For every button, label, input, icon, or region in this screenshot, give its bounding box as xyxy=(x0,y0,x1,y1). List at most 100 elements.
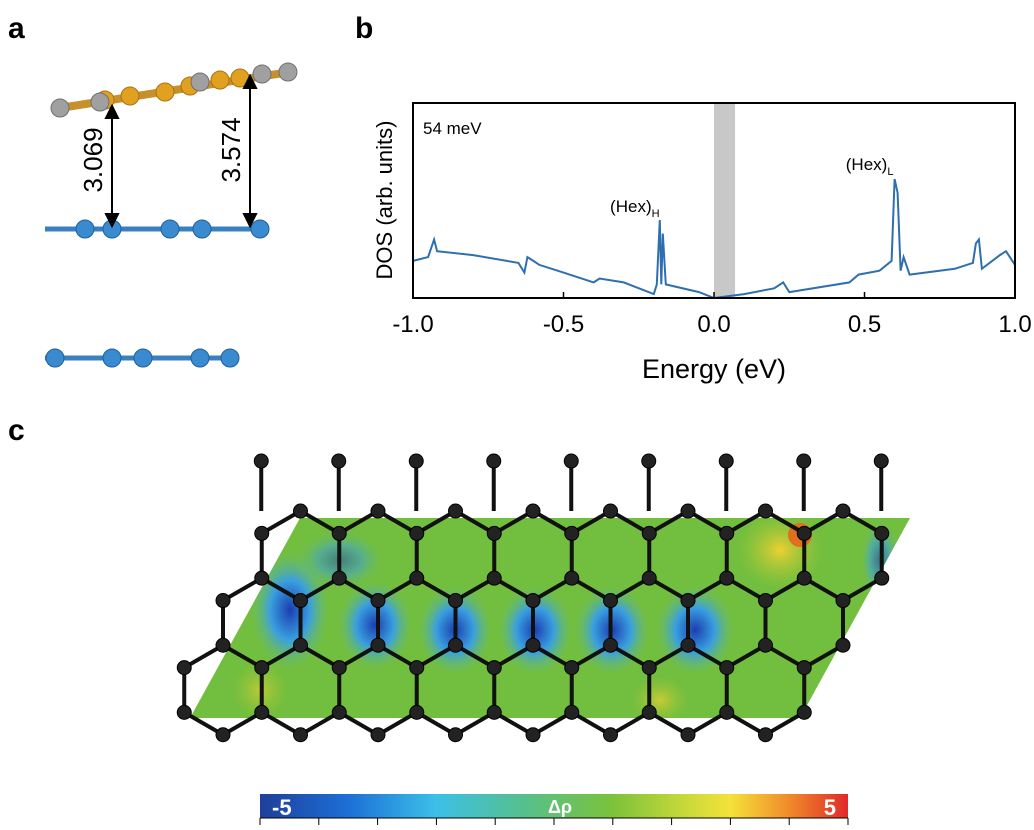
atom xyxy=(409,454,423,468)
atom xyxy=(449,594,463,608)
atom xyxy=(216,594,230,608)
atom xyxy=(177,705,191,719)
atom xyxy=(294,638,308,652)
atom xyxy=(564,454,578,468)
atom xyxy=(720,705,734,719)
atom xyxy=(681,638,695,652)
atom xyxy=(177,661,191,675)
atom xyxy=(720,661,734,675)
atom xyxy=(604,594,618,608)
peak-text: (Hex) xyxy=(846,155,888,174)
atom xyxy=(487,454,501,468)
atom xyxy=(449,504,463,518)
atom xyxy=(797,526,811,540)
x-tick-label: -0.5 xyxy=(543,311,584,338)
atom xyxy=(294,594,308,608)
atom xyxy=(410,571,424,585)
atom xyxy=(487,705,501,719)
x-tick-label: 0.5 xyxy=(848,311,881,338)
atom xyxy=(719,454,733,468)
atom xyxy=(526,728,540,742)
atom xyxy=(526,638,540,652)
atom xyxy=(759,638,773,652)
atom xyxy=(294,728,308,742)
peak-label: (Hex)L xyxy=(846,155,894,178)
atom xyxy=(255,526,269,540)
atom xyxy=(526,594,540,608)
colorbar-max: 5 xyxy=(824,795,836,820)
atom xyxy=(836,638,850,652)
y-axis-label: DOS (arb. units) xyxy=(372,121,397,280)
colorbar-min: -5 xyxy=(272,795,292,820)
atom xyxy=(410,661,424,675)
atom xyxy=(604,504,618,518)
colorbar: -5 Δρ 5 xyxy=(260,794,848,825)
atom xyxy=(720,526,734,540)
atom xyxy=(759,594,773,608)
atom xyxy=(487,526,501,540)
panel-label: a xyxy=(8,12,25,45)
atom xyxy=(875,526,889,540)
atom xyxy=(449,638,463,652)
atom xyxy=(332,454,346,468)
atom xyxy=(681,594,695,608)
x-tick-label: -1.0 xyxy=(392,311,433,338)
atom xyxy=(642,571,656,585)
atom xyxy=(371,504,385,518)
peak-text: (Hex) xyxy=(610,197,652,216)
atom xyxy=(642,661,656,675)
atom xyxy=(255,705,269,719)
atom xyxy=(410,526,424,540)
atom xyxy=(255,571,269,585)
atom xyxy=(565,705,579,719)
structure-a: 3.069 3.574 xyxy=(45,63,297,367)
atom xyxy=(642,454,656,468)
peak-subscript: L xyxy=(887,166,893,178)
distance-label: 3.069 xyxy=(78,127,108,192)
atom xyxy=(836,504,850,518)
atom xyxy=(604,728,618,742)
atom xyxy=(332,661,346,675)
atom xyxy=(487,571,501,585)
atom xyxy=(332,526,346,540)
atom xyxy=(332,571,346,585)
atom xyxy=(255,661,269,675)
atom xyxy=(759,728,773,742)
atom xyxy=(797,661,811,675)
colorbar-label: Δρ xyxy=(548,797,572,817)
page: a b c 3.069 3.574 DOS (arb. units) Energ… xyxy=(0,0,1034,830)
peak-subscript: H xyxy=(652,208,660,220)
atom xyxy=(254,454,268,468)
x-axis-label: Energy (eV) xyxy=(642,354,786,384)
atom xyxy=(216,728,230,742)
charge-map xyxy=(177,454,910,742)
atom xyxy=(565,661,579,675)
atom xyxy=(410,705,424,719)
x-tick-label: 1.0 xyxy=(998,311,1031,338)
x-tick-label: 0.0 xyxy=(697,311,730,338)
atom xyxy=(681,504,695,518)
atom xyxy=(797,454,811,468)
atom xyxy=(565,571,579,585)
atom xyxy=(371,594,385,608)
atom xyxy=(526,504,540,518)
gap-band xyxy=(714,103,735,298)
atom xyxy=(449,728,463,742)
atom xyxy=(642,526,656,540)
distance-label: 3.574 xyxy=(216,117,246,182)
atom xyxy=(874,454,888,468)
atom xyxy=(216,638,230,652)
annotation: 54 meV xyxy=(423,119,482,138)
atom xyxy=(797,571,811,585)
dos-chart: DOS (arb. units) Energy (eV) 54 meV -1.0… xyxy=(372,103,1032,384)
atom xyxy=(681,728,695,742)
peak-label: (Hex)H xyxy=(610,197,660,220)
atom xyxy=(565,526,579,540)
atom xyxy=(487,661,501,675)
panel-label: c xyxy=(8,414,25,447)
atom xyxy=(371,728,385,742)
figure: a b c 3.069 3.574 DOS (arb. units) Energ… xyxy=(0,0,1034,825)
atom xyxy=(836,594,850,608)
atom xyxy=(797,705,811,719)
atom xyxy=(642,705,656,719)
